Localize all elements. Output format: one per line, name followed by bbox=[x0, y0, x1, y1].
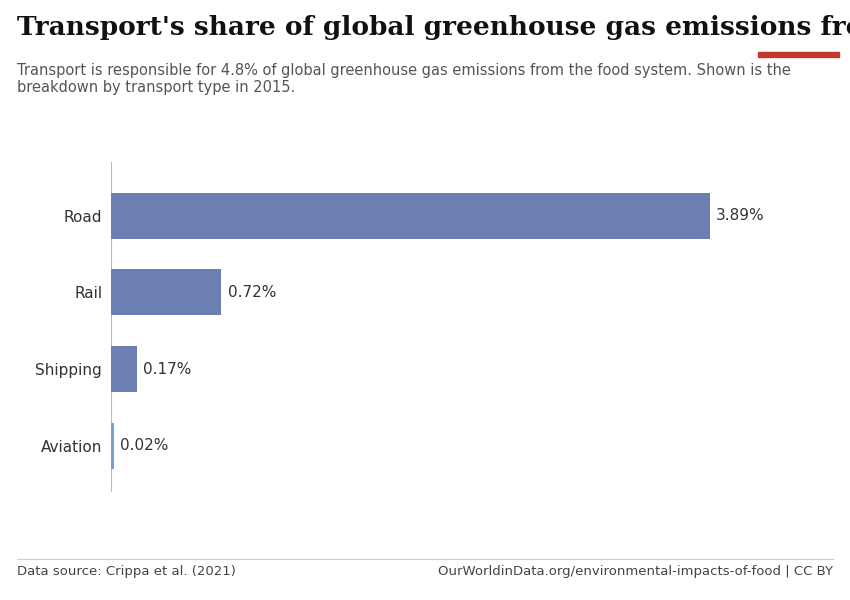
Text: Transport is responsible for 4.8% of global greenhouse gas emissions from the fo: Transport is responsible for 4.8% of glo… bbox=[17, 63, 790, 95]
Text: Our World
in Data: Our World in Data bbox=[765, 13, 832, 43]
Text: Data source: Crippa et al. (2021): Data source: Crippa et al. (2021) bbox=[17, 565, 235, 578]
Bar bbox=[110, 193, 710, 239]
Text: Transport's share of global greenhouse gas emissions from food: Transport's share of global greenhouse g… bbox=[17, 15, 850, 40]
Text: 0.02%: 0.02% bbox=[120, 439, 168, 454]
Bar bbox=[110, 269, 221, 316]
Text: 3.89%: 3.89% bbox=[716, 208, 764, 223]
Text: 0.17%: 0.17% bbox=[143, 362, 191, 377]
Text: 0.72%: 0.72% bbox=[228, 285, 276, 300]
Bar bbox=[110, 346, 137, 392]
Bar bbox=[110, 423, 114, 469]
Text: OurWorldinData.org/environmental-impacts-of-food | CC BY: OurWorldinData.org/environmental-impacts… bbox=[438, 565, 833, 578]
Bar bbox=[758, 52, 839, 57]
